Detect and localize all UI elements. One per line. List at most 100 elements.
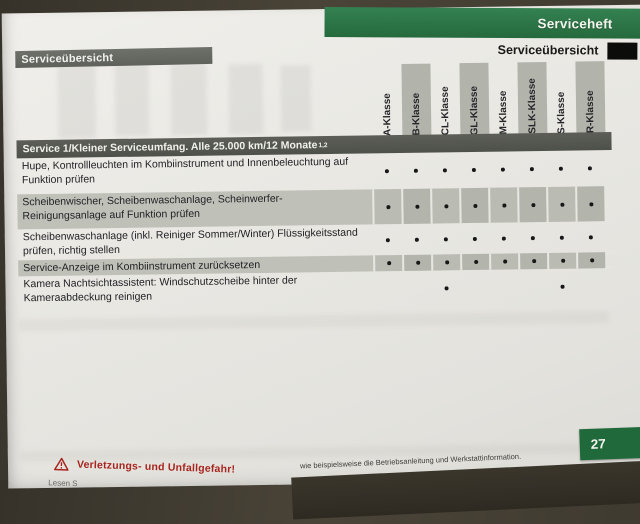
service-mark-cell xyxy=(518,253,547,269)
service-applicable-dot xyxy=(530,236,534,240)
column-header-cl-klasse: CL-Klasse xyxy=(430,63,460,135)
column-header-slk-klasse: SLK-Klasse xyxy=(517,62,547,134)
service-item-label: Scheibenwaschanlage (inkl. Reiniger Somm… xyxy=(18,224,373,260)
service-mark-cell xyxy=(576,221,605,252)
warning-text: Verletzungs- und Unfallgefahr! xyxy=(77,459,236,476)
service-applicable-dot xyxy=(443,237,447,241)
service-mark-cell xyxy=(431,254,460,270)
ghost-showthrough xyxy=(19,311,609,331)
service-applicable-dot xyxy=(501,236,505,240)
service-mark-cell xyxy=(517,187,546,222)
service-applicable-dot xyxy=(444,204,448,208)
ghost-showthrough xyxy=(170,63,207,135)
table-title: Service 1/Kleiner Serviceumfang. Alle 25… xyxy=(22,139,317,155)
service-applicable-dot xyxy=(444,286,448,290)
service-mark-cell xyxy=(459,188,488,223)
service-mark-cell xyxy=(402,255,431,271)
service-mark-cell xyxy=(546,151,575,187)
service-applicable-dot xyxy=(590,258,594,262)
service-applicable-dot xyxy=(503,260,507,264)
service-applicable-dot xyxy=(529,167,533,171)
page-number-box: 27 xyxy=(579,427,640,460)
service-mark-cell xyxy=(401,153,430,189)
section-tab-label: Serviceübersicht xyxy=(21,52,113,66)
ghost-showthrough xyxy=(280,65,311,131)
service-table-rows: Hupe, Kontrollleuchten im Kombiinstrumen… xyxy=(17,150,614,312)
service-mark-cell xyxy=(460,270,489,306)
column-header-label: B-Klasse xyxy=(411,93,422,136)
ghost-showthrough xyxy=(114,62,149,136)
service-mark-cell xyxy=(488,187,517,222)
booklet-title: Serviceheft xyxy=(538,16,613,31)
column-header-b-klasse: B-Klasse xyxy=(401,64,431,136)
service-mark-cell xyxy=(489,222,518,253)
ghost-showthrough xyxy=(57,60,96,139)
service-applicable-dot xyxy=(560,285,564,289)
warning-triangle-icon xyxy=(54,457,69,471)
service-mark-cell xyxy=(373,271,402,307)
service-applicable-dot xyxy=(387,261,391,265)
column-header-label: CL-Klasse xyxy=(440,86,451,135)
service-mark-cell xyxy=(575,150,604,186)
service-mark-cell xyxy=(402,271,431,307)
column-header-label: A-Klasse xyxy=(382,93,393,136)
service-mark-cell xyxy=(547,269,576,305)
service-applicable-dot xyxy=(413,169,417,173)
service-mark-cell xyxy=(402,224,431,255)
service-mark-cell xyxy=(547,222,576,253)
service-mark-cell xyxy=(489,269,518,305)
green-banner: Serviceheft xyxy=(324,7,640,39)
column-header-label: M-Klasse xyxy=(498,91,509,135)
table-title-superscript: 1,2 xyxy=(318,142,327,149)
column-header-label: S-Klasse xyxy=(556,91,567,133)
service-applicable-dot xyxy=(559,235,563,239)
service-applicable-dot xyxy=(442,168,446,172)
service-applicable-dot xyxy=(415,204,419,208)
service-applicable-dot xyxy=(588,235,592,239)
service-mark-cell xyxy=(488,151,517,187)
column-header-a-klasse: A-Klasse xyxy=(372,64,402,136)
service-mark-cell xyxy=(372,153,401,189)
column-header-gl-klasse: GL-Klasse xyxy=(459,63,489,135)
service-applicable-dot xyxy=(474,260,478,264)
service-mark-cell xyxy=(576,268,605,304)
section-title-row: Serviceübersicht xyxy=(324,39,640,61)
service-applicable-dot xyxy=(472,236,476,240)
service-mark-cell xyxy=(517,151,546,187)
service-mark-cell xyxy=(576,252,605,268)
warning-note: Verletzungs- und Unfallgefahr! xyxy=(54,457,236,477)
service-mark-cell xyxy=(372,189,401,224)
column-header-m-klasse: M-Klasse xyxy=(488,62,518,134)
service-item-label: Hupe, Kontrollleuchten im Kombiinstrumen… xyxy=(17,153,372,194)
service-mark-cell xyxy=(460,254,489,270)
service-applicable-dot xyxy=(587,166,591,170)
service-item-label: Scheibenwischer, Scheibenwaschanlage, Sc… xyxy=(17,189,372,229)
service-applicable-dot xyxy=(502,203,506,207)
service-applicable-dot xyxy=(589,202,593,206)
service-mark-cell xyxy=(518,222,547,253)
service-mark-cell xyxy=(575,186,604,221)
service-mark-cell xyxy=(459,152,488,188)
service-applicable-dot xyxy=(473,203,477,207)
service-mark-cell xyxy=(430,152,459,188)
page-header: Serviceheft Serviceübersicht xyxy=(324,7,640,61)
service-applicable-dot xyxy=(471,168,475,172)
service-mark-cell xyxy=(460,223,489,254)
service-applicable-dot xyxy=(385,238,389,242)
service-mark-cell xyxy=(373,224,402,255)
service-mark-cell xyxy=(489,253,518,269)
column-header-label: SLK-Klasse xyxy=(527,79,538,135)
column-header-label: GL-Klasse xyxy=(469,85,480,135)
column-header-label: R-Klasse xyxy=(585,90,596,133)
service-applicable-dot xyxy=(384,169,388,173)
service-mark-cell xyxy=(518,269,547,305)
service-applicable-dot xyxy=(532,259,536,263)
service-applicable-dot xyxy=(561,259,565,263)
table-row: Kamera Nachtsichtassistent: Windschutzsc… xyxy=(18,268,613,312)
service-applicable-dot xyxy=(560,202,564,206)
service-mark-cell xyxy=(431,270,460,306)
service-mark-cell xyxy=(430,188,459,223)
ghost-showthrough xyxy=(228,64,263,134)
service-applicable-dot xyxy=(386,205,390,209)
service-mark-cell xyxy=(373,255,402,271)
